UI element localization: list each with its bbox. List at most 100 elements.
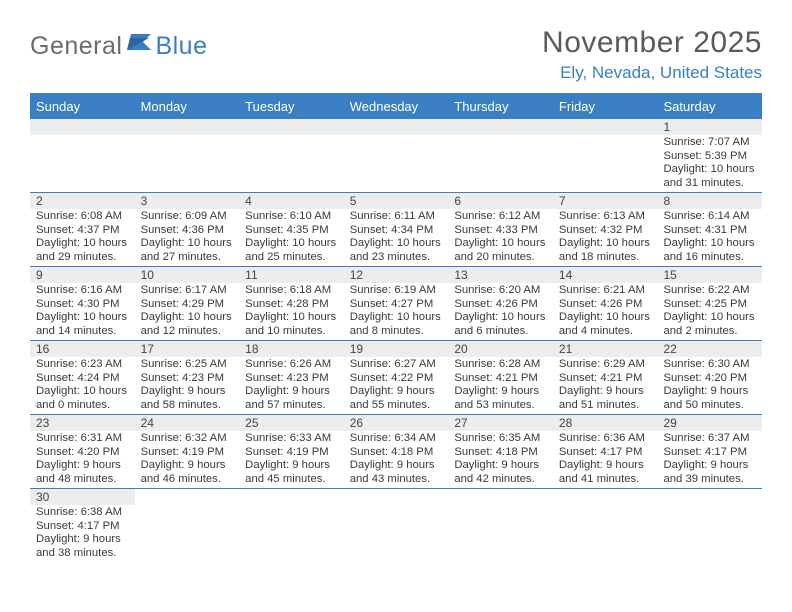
day-cell: . [344, 119, 449, 192]
day-number-row: 3 [135, 193, 240, 209]
day-number-row: 16 [30, 341, 135, 357]
day-body: Sunrise: 6:21 AMSunset: 4:26 PMDaylight:… [553, 283, 658, 340]
day-number-row: 21 [553, 341, 658, 357]
day-cell: 10Sunrise: 6:17 AMSunset: 4:29 PMDayligh… [135, 267, 240, 340]
day-number-row: 30 [30, 489, 135, 505]
day-cell: 12Sunrise: 6:19 AMSunset: 4:27 PMDayligh… [344, 267, 449, 340]
day-number-row: 12 [344, 267, 449, 283]
day-cell: . [657, 489, 762, 562]
day-number: 21 [553, 341, 658, 357]
day-number: 11 [239, 267, 344, 283]
day-number-row: . [239, 119, 344, 135]
week-row: 23Sunrise: 6:31 AMSunset: 4:20 PMDayligh… [30, 415, 762, 489]
day-number-row: . [344, 119, 449, 135]
location: Ely, Nevada, United States [542, 63, 762, 83]
calendar: Sunday Monday Tuesday Wednesday Thursday… [30, 93, 762, 562]
day-number: 27 [448, 415, 553, 431]
day-cell: 9Sunrise: 6:16 AMSunset: 4:30 PMDaylight… [30, 267, 135, 340]
day-cell: 6Sunrise: 6:12 AMSunset: 4:33 PMDaylight… [448, 193, 553, 266]
day-cell: 4Sunrise: 6:10 AMSunset: 4:35 PMDaylight… [239, 193, 344, 266]
day-cell: 20Sunrise: 6:28 AMSunset: 4:21 PMDayligh… [448, 341, 553, 414]
day-number-row: 23 [30, 415, 135, 431]
day-number: 10 [135, 267, 240, 283]
day-body: Sunrise: 6:29 AMSunset: 4:21 PMDaylight:… [553, 357, 658, 414]
day-header-thu: Thursday [448, 95, 553, 119]
day-header-row: Sunday Monday Tuesday Wednesday Thursday… [30, 95, 762, 119]
day-number-row: 5 [344, 193, 449, 209]
day-cell: . [239, 119, 344, 192]
day-cell: 23Sunrise: 6:31 AMSunset: 4:20 PMDayligh… [30, 415, 135, 488]
day-cell: 14Sunrise: 6:21 AMSunset: 4:26 PMDayligh… [553, 267, 658, 340]
day-body: Sunrise: 6:37 AMSunset: 4:17 PMDaylight:… [657, 431, 762, 488]
day-body: Sunrise: 6:08 AMSunset: 4:37 PMDaylight:… [30, 209, 135, 266]
day-body: Sunrise: 6:18 AMSunset: 4:28 PMDaylight:… [239, 283, 344, 340]
day-number-row: 25 [239, 415, 344, 431]
day-body: Sunrise: 6:32 AMSunset: 4:19 PMDaylight:… [135, 431, 240, 488]
day-body: Sunrise: 6:25 AMSunset: 4:23 PMDaylight:… [135, 357, 240, 414]
day-number: 9 [30, 267, 135, 283]
day-number-row: . [553, 119, 658, 135]
day-number-row: 13 [448, 267, 553, 283]
day-number-row: 29 [657, 415, 762, 431]
day-cell: 19Sunrise: 6:27 AMSunset: 4:22 PMDayligh… [344, 341, 449, 414]
weeks-container: . . . . . . 1Sunrise: 7:07 AMSunset: 5:3… [30, 119, 762, 562]
day-number-row: . [344, 489, 449, 505]
day-number-row: 18 [239, 341, 344, 357]
day-body: Sunrise: 6:09 AMSunset: 4:36 PMDaylight:… [135, 209, 240, 266]
day-cell: . [553, 489, 658, 562]
day-cell: 1Sunrise: 7:07 AMSunset: 5:39 PMDaylight… [657, 119, 762, 192]
day-body: Sunrise: 6:28 AMSunset: 4:21 PMDaylight:… [448, 357, 553, 414]
day-cell: 22Sunrise: 6:30 AMSunset: 4:20 PMDayligh… [657, 341, 762, 414]
day-number-row: 20 [448, 341, 553, 357]
day-cell: 15Sunrise: 6:22 AMSunset: 4:25 PMDayligh… [657, 267, 762, 340]
day-number-row: . [135, 119, 240, 135]
day-cell: 8Sunrise: 6:14 AMSunset: 4:31 PMDaylight… [657, 193, 762, 266]
day-number-row: 14 [553, 267, 658, 283]
header: General Blue November 2025 Ely, Nevada, … [30, 26, 762, 83]
day-number: 22 [657, 341, 762, 357]
day-cell: . [135, 489, 240, 562]
day-body: Sunrise: 6:16 AMSunset: 4:30 PMDaylight:… [30, 283, 135, 340]
logo: General Blue [30, 32, 208, 61]
day-body: Sunrise: 6:35 AMSunset: 4:18 PMDaylight:… [448, 431, 553, 488]
day-number: 23 [30, 415, 135, 431]
day-header-wed: Wednesday [344, 95, 449, 119]
day-number: 19 [344, 341, 449, 357]
day-body: Sunrise: 6:20 AMSunset: 4:26 PMDaylight:… [448, 283, 553, 340]
day-number: 3 [135, 193, 240, 209]
day-number-row: 7 [553, 193, 658, 209]
day-number-row: . [448, 119, 553, 135]
day-cell: 16Sunrise: 6:23 AMSunset: 4:24 PMDayligh… [30, 341, 135, 414]
day-number: 17 [135, 341, 240, 357]
day-number-row: 27 [448, 415, 553, 431]
day-cell: . [553, 119, 658, 192]
day-cell: . [448, 489, 553, 562]
day-number-row: 4 [239, 193, 344, 209]
page: General Blue November 2025 Ely, Nevada, … [0, 0, 792, 562]
day-number-row: 2 [30, 193, 135, 209]
day-cell: 24Sunrise: 6:32 AMSunset: 4:19 PMDayligh… [135, 415, 240, 488]
day-number-row: . [135, 489, 240, 505]
day-cell: 25Sunrise: 6:33 AMSunset: 4:19 PMDayligh… [239, 415, 344, 488]
day-number-row: . [448, 489, 553, 505]
day-body: Sunrise: 6:30 AMSunset: 4:20 PMDaylight:… [657, 357, 762, 414]
day-number-row: 15 [657, 267, 762, 283]
day-cell: 21Sunrise: 6:29 AMSunset: 4:21 PMDayligh… [553, 341, 658, 414]
day-cell: . [135, 119, 240, 192]
day-body: Sunrise: 6:33 AMSunset: 4:19 PMDaylight:… [239, 431, 344, 488]
day-number: 30 [30, 489, 135, 505]
day-number-row: . [30, 119, 135, 135]
day-number: 5 [344, 193, 449, 209]
day-body: Sunrise: 6:23 AMSunset: 4:24 PMDaylight:… [30, 357, 135, 414]
day-body: Sunrise: 6:10 AMSunset: 4:35 PMDaylight:… [239, 209, 344, 266]
day-number: 16 [30, 341, 135, 357]
day-number-row: 8 [657, 193, 762, 209]
day-number-row: 9 [30, 267, 135, 283]
day-number-row: 24 [135, 415, 240, 431]
day-number: 18 [239, 341, 344, 357]
day-header-fri: Friday [553, 95, 658, 119]
day-cell: 29Sunrise: 6:37 AMSunset: 4:17 PMDayligh… [657, 415, 762, 488]
day-cell: 11Sunrise: 6:18 AMSunset: 4:28 PMDayligh… [239, 267, 344, 340]
day-number: 6 [448, 193, 553, 209]
day-body: Sunrise: 6:36 AMSunset: 4:17 PMDaylight:… [553, 431, 658, 488]
